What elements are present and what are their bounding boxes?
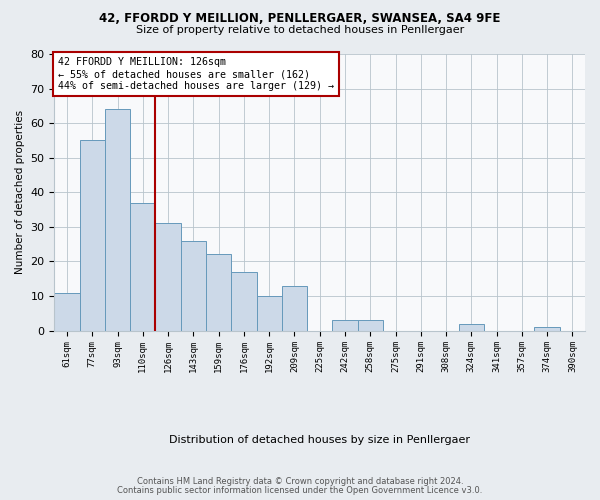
Text: 42 FFORDD Y MEILLION: 126sqm
← 55% of detached houses are smaller (162)
44% of s: 42 FFORDD Y MEILLION: 126sqm ← 55% of de… (58, 58, 334, 90)
Text: Contains public sector information licensed under the Open Government Licence v3: Contains public sector information licen… (118, 486, 482, 495)
Text: 42, FFORDD Y MEILLION, PENLLERGAER, SWANSEA, SA4 9FE: 42, FFORDD Y MEILLION, PENLLERGAER, SWAN… (100, 12, 500, 26)
Bar (282, 286, 307, 331)
Text: Size of property relative to detached houses in Penllergaer: Size of property relative to detached ho… (136, 25, 464, 35)
Bar (130, 202, 155, 330)
Bar (358, 320, 383, 330)
Bar (458, 324, 484, 330)
Bar (535, 327, 560, 330)
Bar (155, 224, 181, 330)
Bar (105, 110, 130, 330)
Text: Contains HM Land Registry data © Crown copyright and database right 2024.: Contains HM Land Registry data © Crown c… (137, 477, 463, 486)
Bar (181, 240, 206, 330)
Bar (332, 320, 358, 330)
Bar (80, 140, 105, 330)
X-axis label: Distribution of detached houses by size in Penllergaer: Distribution of detached houses by size … (169, 435, 470, 445)
Bar (257, 296, 282, 330)
Y-axis label: Number of detached properties: Number of detached properties (15, 110, 25, 274)
Bar (55, 292, 80, 331)
Bar (231, 272, 257, 330)
Bar (206, 254, 231, 330)
